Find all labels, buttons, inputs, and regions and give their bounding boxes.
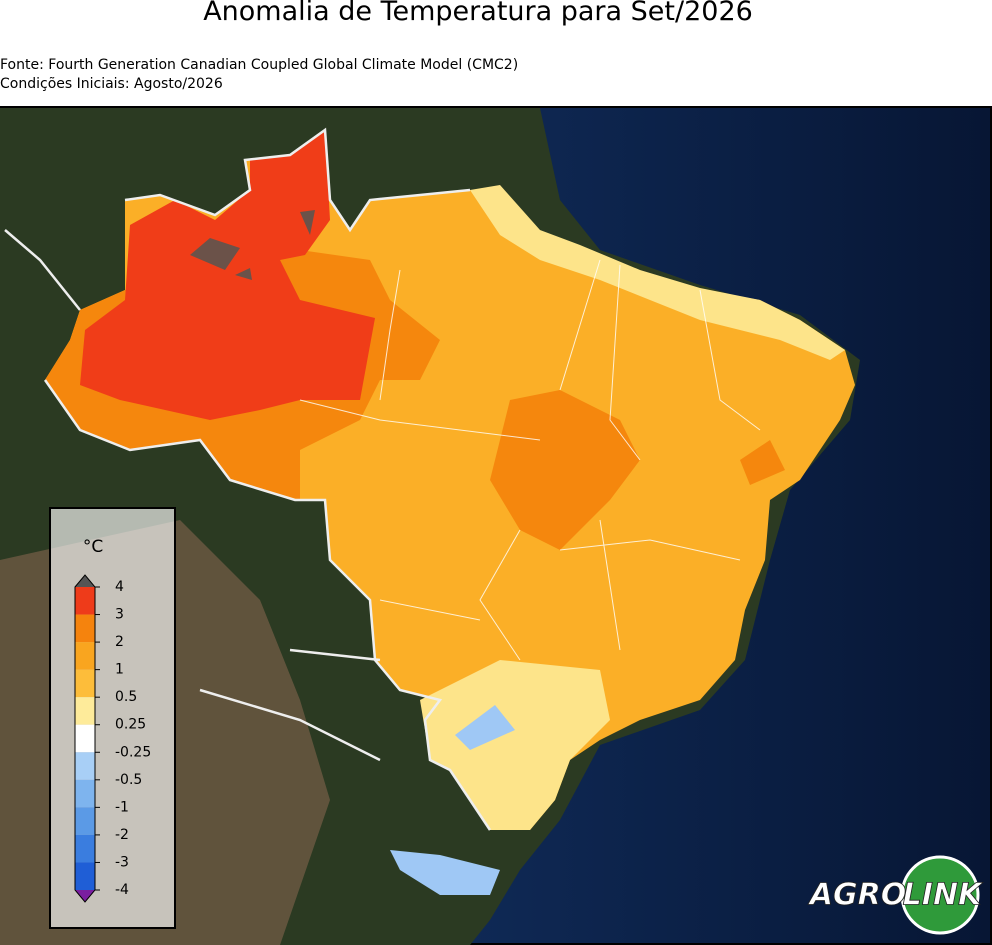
- colorbar-tick-label: 1: [115, 662, 124, 678]
- colorbar-tick-label: 3: [115, 607, 124, 623]
- colorbar-segment: [75, 834, 95, 863]
- anomaly-neg: [390, 705, 515, 895]
- anomaly-4: [190, 210, 315, 280]
- colorbar-tick-label: 2: [115, 634, 124, 650]
- legend-box: [49, 507, 176, 929]
- logo-circle: [900, 855, 980, 935]
- borders: [4, 127, 492, 831]
- colorbar-segment: [75, 587, 95, 615]
- colorbar-tick-label: -4: [115, 882, 129, 898]
- anomaly-3: [80, 130, 375, 420]
- map-title: Anomalia de Temperatura para Set/2026: [203, 0, 753, 27]
- colorbar-tick-label: -0.25: [115, 744, 151, 760]
- colorbar-tick-label: -0.5: [115, 772, 142, 788]
- colorbar-segment: [75, 779, 95, 808]
- state-borders: [299, 259, 761, 661]
- colorbar-segment: [75, 862, 95, 890]
- source: Fonte: Fourth Generation Canadian Couple…: [0, 57, 519, 73]
- anomaly-05: [420, 185, 845, 830]
- colorbar-segment: [75, 669, 95, 698]
- colorbar-segment: [75, 724, 95, 753]
- colorbar-segment: [75, 807, 95, 835]
- colorbar-over: [75, 575, 95, 587]
- colorbar-tick-label: 0.25: [115, 717, 146, 733]
- colorbar-tick-label: -2: [115, 827, 129, 843]
- colorbar-under: [75, 890, 95, 902]
- colorbar-segment: [75, 752, 95, 780]
- colorbar: 4 3 2 1 0.5 0.25 -0.25 -0.5 -1 -2 -3 -4: [74, 574, 151, 903]
- colorbar-tick-label: -3: [115, 854, 129, 870]
- colorbar-tick-label: 4: [115, 579, 124, 595]
- logo-right: LINK: [903, 878, 984, 913]
- colorbar-segment: [75, 614, 95, 643]
- legend-unit: °C: [83, 537, 103, 557]
- logo-left: AGRO: [808, 878, 906, 913]
- colorbar-segment: [75, 642, 95, 670]
- colorbar-tick-label: 0.5: [115, 689, 137, 705]
- colorbar-segment: [75, 697, 95, 725]
- colorbar-tick-label: -1: [115, 799, 129, 815]
- initial-conditions: Condições Iniciais: Agosto/2026: [0, 76, 223, 92]
